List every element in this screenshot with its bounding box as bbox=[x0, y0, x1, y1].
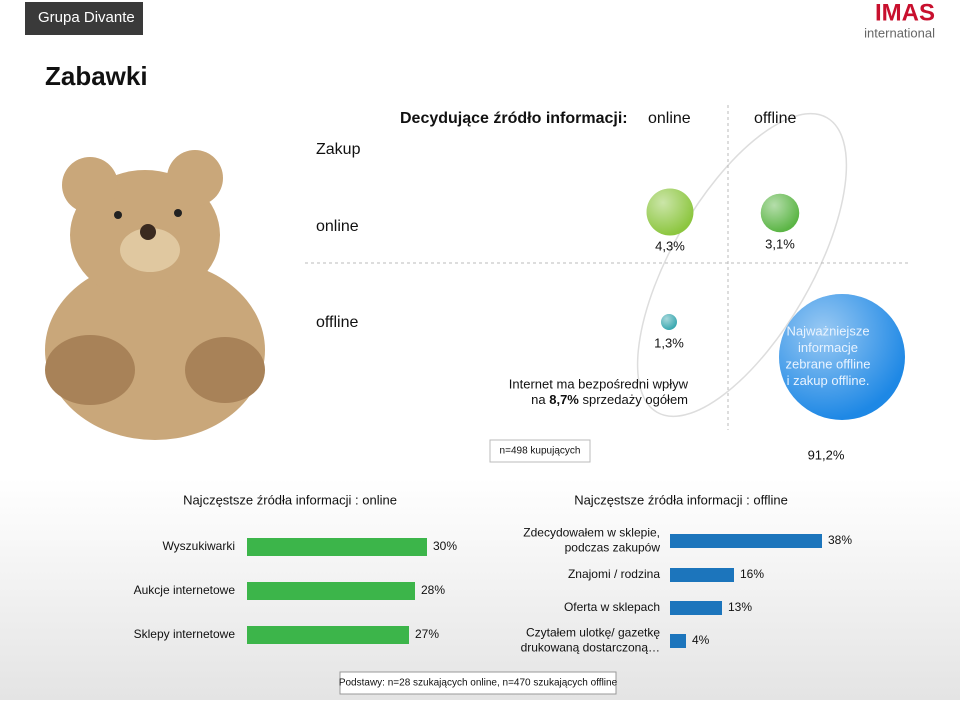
bubble-label: 91,2% bbox=[808, 447, 845, 462]
chart-title: Najczęstsze źródła informacji : online bbox=[183, 492, 397, 507]
category-label: Wyszukiwarki bbox=[162, 539, 235, 553]
bar bbox=[247, 538, 427, 556]
footnote-box bbox=[339, 671, 617, 695]
category-label: Zdecydowałem w sklepie, bbox=[523, 526, 660, 540]
title: Zabawki bbox=[45, 61, 148, 91]
bubble-text: zebrane offline bbox=[785, 356, 870, 371]
bar bbox=[670, 634, 686, 648]
bottom-band bbox=[0, 478, 960, 700]
logo: IMAS bbox=[875, 0, 935, 26]
bubble-label: 3,1% bbox=[765, 236, 795, 251]
note: Internet ma bezpośredni wpływ bbox=[509, 376, 689, 391]
value-label: 13% bbox=[728, 600, 752, 614]
bubble-label: 4,3% bbox=[655, 238, 685, 253]
category-label: Czytałem ulotkę/ gazetkę bbox=[526, 626, 660, 640]
note-part: na bbox=[531, 392, 546, 407]
col-label: offline bbox=[754, 110, 797, 127]
category-label: Znajomi / rodzina bbox=[568, 567, 660, 581]
row-heading: Zakup bbox=[316, 141, 361, 158]
bubble-shine bbox=[760, 193, 800, 233]
brand-box bbox=[25, 2, 143, 35]
logo-sub: international bbox=[864, 25, 935, 40]
bubble-text: Najważniejsze bbox=[786, 323, 869, 338]
col-label: online bbox=[648, 110, 691, 127]
bar bbox=[247, 626, 409, 644]
value-label: 30% bbox=[433, 539, 457, 553]
bubble-text: informacje bbox=[798, 340, 858, 355]
value-label: 38% bbox=[828, 533, 852, 547]
sample-box bbox=[489, 439, 591, 463]
brand: Grupa Divante bbox=[38, 9, 135, 26]
category-label: drukowaną dostarczoną… bbox=[521, 641, 660, 655]
bar bbox=[670, 601, 722, 615]
value-label: 4% bbox=[692, 633, 710, 647]
row-label: offline bbox=[316, 314, 359, 331]
chart-title: Najczęstsze źródła informacji : offline bbox=[574, 492, 788, 507]
row-label: online bbox=[316, 218, 359, 235]
bubble-text: i zakup offline. bbox=[787, 373, 870, 388]
bar bbox=[247, 582, 415, 600]
sample: n=498 kupujących bbox=[500, 446, 581, 457]
category-label: Aukcje internetowe bbox=[134, 583, 236, 597]
matrix-heading: Decydujące źródło informacji: bbox=[400, 110, 628, 127]
note-part: sprzedaży ogółem bbox=[583, 392, 689, 407]
category-label: Sklepy internetowe bbox=[134, 627, 236, 641]
value-label: 16% bbox=[740, 567, 764, 581]
value-label: 28% bbox=[421, 583, 445, 597]
note-highlight: 8,7% bbox=[549, 392, 579, 407]
bubble-shine bbox=[646, 188, 694, 236]
bar bbox=[670, 568, 734, 582]
footnote: Podstawy: n=28 szukających online, n=470… bbox=[339, 678, 618, 689]
note: na 8,7% sprzedaży ogółem bbox=[531, 392, 688, 407]
bar bbox=[670, 534, 822, 548]
bubble-label: 1,3% bbox=[654, 335, 684, 350]
value-label: 27% bbox=[415, 627, 439, 641]
bubble-shine bbox=[779, 294, 905, 420]
category-label: Oferta w sklepach bbox=[564, 600, 660, 614]
bubble-shine bbox=[661, 314, 677, 330]
category-label: podczas zakupów bbox=[565, 541, 661, 555]
teddy-bear bbox=[45, 150, 265, 440]
